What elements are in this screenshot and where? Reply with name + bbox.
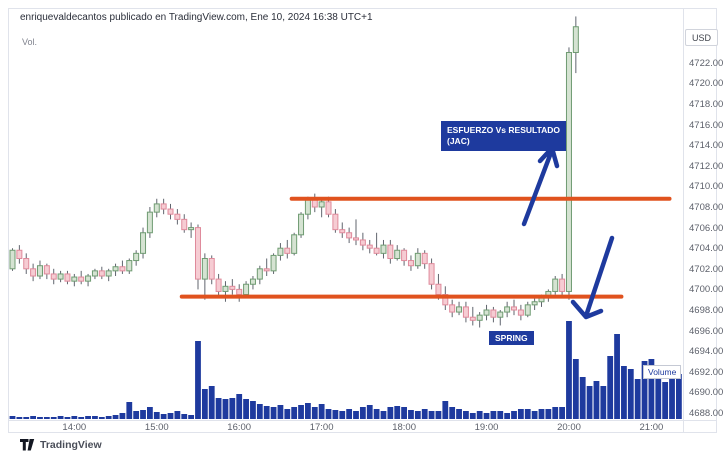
candlestick-series	[9, 16, 579, 328]
price-tick-label: 4696.00	[689, 325, 724, 337]
price-tick-label: 4700.00	[689, 284, 724, 296]
price-tick-label: 4720.00	[689, 78, 724, 90]
price-tick-label: 4688.00	[689, 408, 724, 419]
price-tick-label: 4708.00	[689, 202, 724, 213]
price-tick-label: 4714.00	[689, 140, 724, 152]
currency-label: USD	[685, 29, 718, 46]
price-tick-label: 4718.00	[689, 99, 724, 110]
tradingview-brand-text[interactable]: TradingView	[40, 439, 102, 451]
time-tick-label: 15:00	[144, 422, 169, 433]
price-tick-label: 4712.00	[689, 160, 724, 172]
time-tick-label: 21:00	[639, 422, 664, 433]
support-resistance-lines	[179, 196, 672, 299]
time-axis-separator	[8, 420, 717, 421]
price-tick-label: 4710.00	[689, 181, 724, 193]
price-tick-label: 4706.00	[689, 222, 724, 234]
volume-legend-badge[interactable]: Volume	[643, 365, 682, 379]
time-tick-label: 20:00	[557, 422, 581, 433]
price-tick-label: 4698.00	[689, 305, 724, 316]
time-tick-label: 16:00	[227, 422, 252, 433]
time-tick-label: 17:00	[309, 422, 334, 433]
effort-vs-result-annotation: ESFUERZO Vs RESULTADO (JAC)	[441, 121, 567, 151]
price-tick-label: 4702.00	[689, 263, 724, 275]
tradingview-logo-icon[interactable]	[20, 439, 35, 451]
result-arrow-down-icon	[570, 235, 615, 320]
effort-annotation-line2: (JAC)	[447, 136, 470, 146]
price-tick-label: 4722.00	[689, 57, 724, 69]
attribution-text: enriquevaldecantos publicado en TradingV…	[20, 12, 373, 23]
price-tick-label: 4716.00	[689, 119, 724, 131]
price-axis-separator	[683, 8, 684, 433]
time-tick-label: 18:00	[392, 422, 416, 433]
price-tick-label: 4694.00	[689, 346, 724, 358]
price-tick-label: 4704.00	[689, 243, 724, 255]
effort-annotation-line1: ESFUERZO Vs RESULTADO	[447, 125, 561, 135]
time-tick-label: 14:00	[62, 422, 87, 433]
price-tick-label: 4692.00	[689, 366, 724, 378]
volume-pane-label: Vol.	[22, 37, 38, 47]
spring-annotation: SPRING	[489, 331, 534, 345]
footer-brand-row: TradingView	[20, 439, 102, 451]
volume-histogram	[9, 321, 682, 419]
price-tick-label: 4690.00	[689, 387, 724, 399]
chart-card-border	[8, 8, 717, 433]
time-tick-label: 19:00	[474, 422, 499, 433]
